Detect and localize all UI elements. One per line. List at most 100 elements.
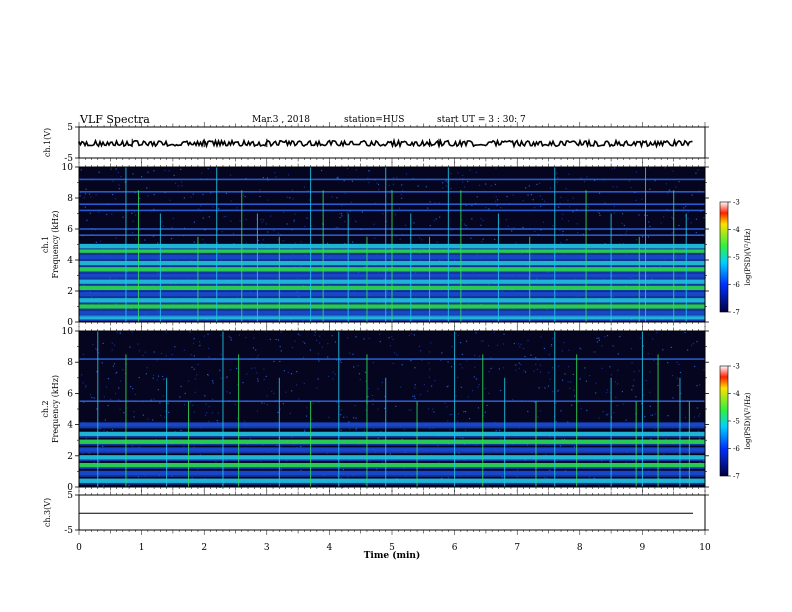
noise-speckle	[132, 173, 134, 175]
noise-speckle	[210, 192, 212, 194]
noise-speckle	[146, 187, 148, 189]
noise-speckle	[478, 384, 480, 386]
noise-speckle	[365, 380, 367, 382]
noise-speckle	[665, 183, 667, 185]
noise-speckle	[220, 377, 222, 379]
noise-speckle	[503, 333, 505, 335]
noise-speckle	[348, 421, 350, 423]
noise-speckle	[129, 346, 131, 348]
noise-speckle	[119, 408, 121, 411]
noise-speckle	[604, 336, 606, 338]
noise-speckle	[500, 389, 502, 392]
noise-speckle	[245, 242, 247, 244]
noise-speckle	[207, 168, 209, 170]
noise-speckle	[153, 193, 155, 196]
noise-speckle	[699, 413, 701, 415]
noise-speckle	[594, 351, 596, 353]
noise-speckle	[114, 392, 117, 395]
noise-speckle	[494, 238, 496, 241]
noise-speckle	[153, 208, 155, 211]
noise-speckle	[536, 183, 538, 186]
frequency-band	[79, 439, 705, 444]
noise-speckle	[417, 185, 419, 187]
noise-speckle	[137, 343, 139, 345]
noise-speckle	[290, 373, 293, 375]
noise-speckle	[678, 181, 680, 183]
noise-speckle	[230, 339, 232, 341]
noise-speckle	[297, 333, 299, 335]
noise-speckle	[445, 180, 447, 182]
noise-speckle	[401, 438, 403, 440]
noise-speckle	[631, 389, 633, 391]
ch1-spectrogram-panel: -3 -4 -5 -6 -7 log(PSD)(V²/Hz) 0 2 4 6 8 10 ch.1 Freq…	[41, 162, 752, 328]
ch2-spectrogram-panel: -3 -4 -5 -6 -7 log(PSD)(V²/Hz) 0 2 4 6 8 10 ch.2 Freq…	[41, 326, 752, 493]
noise-speckle	[208, 216, 210, 218]
noise-speckle	[373, 223, 375, 225]
noise-speckle	[470, 320, 472, 322]
noise-speckle	[232, 232, 235, 235]
noise-speckle	[204, 242, 206, 244]
y-tick-label: 4	[67, 421, 73, 431]
noise-speckle	[269, 484, 271, 486]
noise-speckle	[193, 355, 195, 357]
noise-speckle	[567, 366, 570, 368]
noise-speckle	[382, 213, 384, 215]
noise-speckle	[445, 185, 447, 187]
noise-speckle	[401, 364, 403, 366]
noise-speckle	[230, 200, 232, 202]
noise-speckle	[220, 353, 222, 356]
noise-speckle	[357, 365, 359, 367]
noise-speckle	[566, 239, 568, 241]
noise-speckle	[446, 386, 448, 388]
noise-speckle	[102, 342, 104, 344]
noise-speckle	[515, 242, 517, 244]
noise-speckle	[138, 229, 141, 231]
noise-speckle	[367, 387, 369, 390]
y-tick-label: 0	[67, 483, 73, 493]
noise-speckle	[316, 387, 318, 389]
noise-speckle	[296, 371, 298, 373]
noise-speckle	[334, 341, 337, 343]
noise-speckle	[607, 413, 609, 415]
noise-speckle	[571, 404, 573, 406]
x-tick-label: 6	[452, 543, 458, 553]
noise-speckle	[340, 429, 342, 431]
noise-speckle	[199, 344, 201, 347]
noise-speckle	[144, 239, 146, 241]
noise-speckle	[582, 233, 584, 235]
noise-speckle	[465, 224, 467, 227]
noise-speckle	[457, 334, 459, 337]
noise-speckle	[696, 407, 698, 409]
noise-speckle	[662, 349, 664, 351]
noise-speckle	[482, 238, 484, 240]
y-axis-label: Frequency (kHz)	[51, 210, 60, 278]
noise-speckle	[279, 445, 281, 448]
noise-speckle	[191, 477, 193, 479]
noise-speckle	[377, 183, 380, 186]
frequency-line	[79, 178, 705, 181]
noise-speckle	[543, 347, 545, 350]
noise-speckle	[208, 356, 210, 358]
noise-speckle	[460, 342, 462, 344]
noise-speckle	[85, 384, 87, 387]
noise-speckle	[548, 372, 550, 374]
noise-speckle	[596, 337, 598, 339]
noise-speckle	[423, 384, 425, 386]
noise-speckle	[341, 215, 343, 217]
noise-speckle	[304, 225, 306, 228]
noise-speckle	[672, 375, 674, 377]
noise-speckle	[625, 462, 627, 464]
noise-speckle	[372, 361, 374, 364]
noise-speckle	[588, 476, 591, 478]
noise-speckle	[106, 213, 108, 216]
noise-speckle	[180, 385, 182, 387]
noise-speckle	[598, 339, 600, 341]
noise-speckle	[583, 180, 586, 183]
noise-speckle	[438, 202, 440, 204]
noise-speckle	[133, 211, 135, 213]
noise-speckle	[557, 177, 559, 179]
noise-speckle	[684, 416, 686, 419]
noise-speckle	[79, 195, 81, 197]
noise-speckle	[392, 362, 394, 364]
